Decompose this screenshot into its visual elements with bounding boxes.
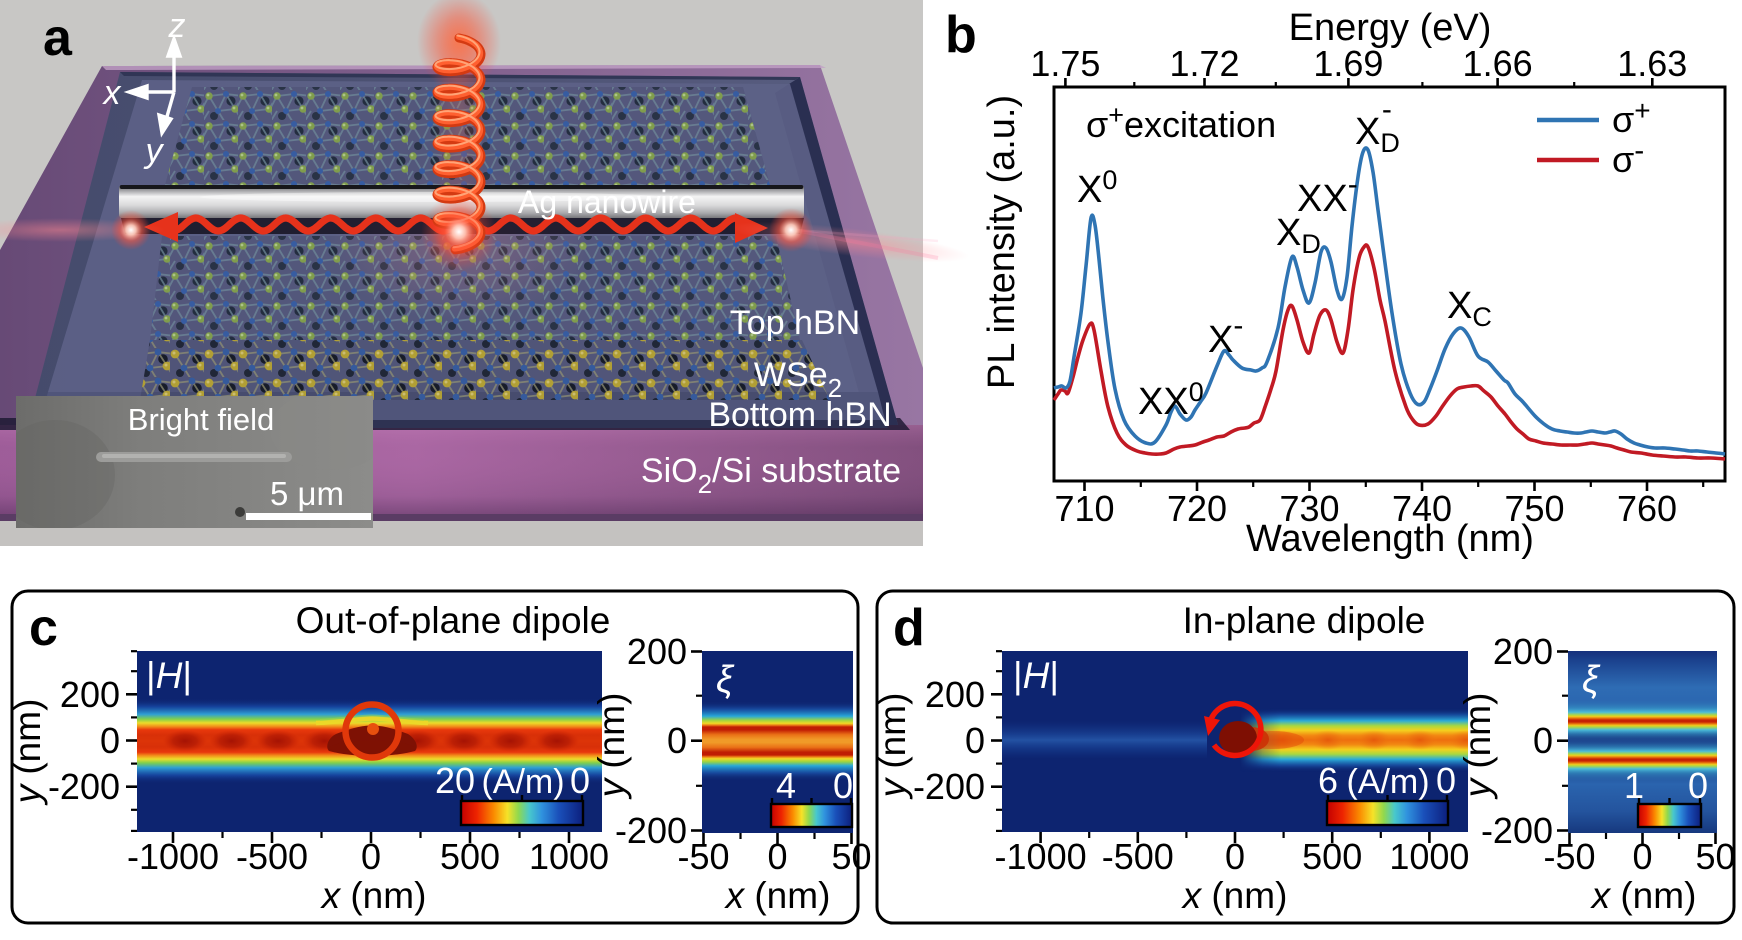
svg-text:500: 500 [440,836,500,877]
svg-text:x (nm): x (nm) [724,875,831,916]
svg-text:|H|: |H| [146,655,192,696]
svg-text:a: a [43,9,73,67]
svg-text:720: 720 [1167,488,1227,529]
svg-text:x: x [102,74,122,112]
svg-text:-500: -500 [1102,836,1174,877]
svg-text:y: y [144,132,165,170]
svg-text:0: 0 [1533,720,1553,761]
svg-text:Wavelength (nm): Wavelength (nm) [1246,518,1534,560]
svg-text:1.75: 1.75 [1030,43,1100,84]
svg-text:0: 0 [833,765,853,806]
svg-text:4: 4 [776,765,796,806]
svg-text:1.69: 1.69 [1313,43,1383,84]
svg-text:0: 0 [361,836,381,877]
svg-text:XX-: XX- [1297,168,1358,220]
svg-text:740: 740 [1392,488,1452,529]
svg-text:c: c [29,599,58,657]
svg-text:z: z [168,7,186,45]
svg-text:0: 0 [1632,836,1652,877]
svg-text:(A/m): (A/m) [481,763,564,801]
svg-text:ξ: ξ [1582,659,1601,701]
svg-text:-200: -200 [615,810,687,851]
svg-text:0: 0 [667,720,687,761]
svg-text:Bottom hBN: Bottom hBN [708,396,891,434]
svg-text:b: b [945,6,977,64]
svg-text:0: 0 [100,720,120,761]
svg-text:d: d [893,599,925,657]
svg-text:x (nm): x (nm) [1590,875,1697,916]
svg-text:-1000: -1000 [995,836,1087,877]
svg-text:-50: -50 [677,836,729,877]
svg-text:x (nm): x (nm) [1181,875,1288,916]
svg-text:-200: -200 [48,766,120,807]
svg-text:50: 50 [1695,836,1735,877]
svg-text:200: 200 [627,631,687,672]
svg-text:0: 0 [767,836,787,877]
svg-text:XC: XC [1447,285,1492,332]
svg-text:5 μm: 5 μm [270,475,344,512]
svg-text:Top hBN: Top hBN [730,304,860,342]
svg-text:500: 500 [1302,836,1362,877]
svg-text:-500: -500 [236,836,308,877]
svg-text:1: 1 [1624,765,1644,806]
svg-text:ξ: ξ [716,659,735,701]
svg-text:1000: 1000 [529,836,609,877]
svg-text:0: 0 [1436,760,1456,801]
svg-text:0: 0 [965,720,985,761]
svg-text:σ-: σ- [1612,134,1644,180]
svg-text:200: 200 [60,674,120,715]
svg-text:6: 6 [1318,760,1338,801]
svg-text:50: 50 [831,836,871,877]
svg-text:y (nm): y (nm) [872,693,913,801]
svg-text:1000: 1000 [1389,836,1469,877]
svg-text:1.63: 1.63 [1617,43,1687,84]
svg-text:X0: X0 [1077,165,1117,211]
svg-text:|H|: |H| [1013,655,1059,696]
svg-text:-1000: -1000 [127,836,219,877]
svg-text:XD-: XD- [1355,93,1400,158]
svg-text:0: 0 [1688,765,1708,806]
svg-text:1.72: 1.72 [1169,43,1239,84]
svg-text:In-plane dipole: In-plane dipole [1183,600,1426,641]
svg-text:σ+excitation: σ+excitation [1086,100,1276,145]
svg-text:X-: X- [1208,309,1243,361]
svg-text:PL intensity (a.u.): PL intensity (a.u.) [981,95,1023,389]
svg-text:0: 0 [1225,836,1245,877]
svg-text:-200: -200 [913,766,985,807]
svg-text:x (nm): x (nm) [320,875,427,916]
svg-text:200: 200 [925,674,985,715]
svg-text:710: 710 [1054,488,1114,529]
svg-text:y (nm): y (nm) [7,699,48,807]
svg-text:y (nm): y (nm) [591,693,632,801]
svg-text:760: 760 [1617,488,1677,529]
svg-text:0: 0 [570,760,590,801]
svg-text:730: 730 [1279,488,1339,529]
svg-text:200: 200 [1493,631,1553,672]
svg-text:XX0: XX0 [1138,377,1204,423]
svg-text:Bright field: Bright field [128,402,274,437]
svg-text:-200: -200 [1481,810,1553,851]
svg-text:(A/m): (A/m) [1346,763,1429,801]
svg-text:Ag nanowire: Ag nanowire [518,184,696,220]
svg-text:y (nm): y (nm) [1457,693,1498,801]
svg-text:-50: -50 [1543,836,1595,877]
svg-text:Energy (eV): Energy (eV) [1289,7,1492,49]
svg-text:20: 20 [435,760,475,801]
svg-text:σ+: σ+ [1612,95,1651,140]
svg-text:1.66: 1.66 [1463,43,1533,84]
svg-text:750: 750 [1504,488,1564,529]
svg-text:Out-of-plane dipole: Out-of-plane dipole [296,600,611,641]
svg-text:XD: XD [1276,212,1321,259]
